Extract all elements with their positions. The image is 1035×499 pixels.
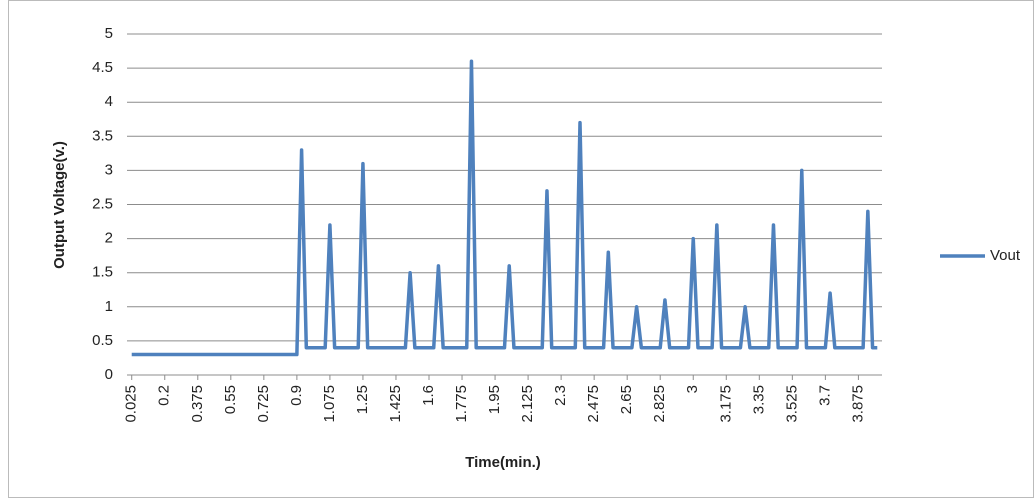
y-tick-label: 3 — [105, 161, 113, 178]
x-tick-label: 3.35 — [750, 385, 767, 414]
x-tick-label: 2.825 — [651, 385, 668, 423]
x-tick-label: 1.25 — [354, 385, 371, 414]
legend-label: Vout — [990, 247, 1021, 264]
y-tick-label: 0 — [105, 366, 113, 383]
data-line — [131, 59, 878, 357]
y-tick-label: 1 — [105, 298, 113, 315]
x-tick-label: 0.025 — [123, 385, 140, 423]
x-tick-label: 0.2 — [156, 385, 173, 406]
y-tick-label: 4.5 — [92, 59, 113, 76]
x-tick-label: 2.3 — [552, 385, 569, 406]
x-tick-label: 2.475 — [585, 385, 602, 423]
x-tick-label: 3.525 — [783, 385, 800, 423]
x-tick-label: 3.875 — [849, 385, 866, 423]
x-tick-label: 3.175 — [717, 385, 734, 423]
y-tick-label: 2 — [105, 230, 113, 247]
x-tick-label: 0.375 — [189, 385, 206, 423]
y-tick-label: 3.5 — [92, 127, 113, 144]
x-tick-label: 1.075 — [321, 385, 338, 423]
x-tick-label: 1.95 — [486, 385, 503, 414]
y-tick-label: 0.5 — [92, 332, 113, 349]
x-tick-label: 2.65 — [618, 385, 635, 414]
y-tick-label: 2.5 — [92, 195, 113, 212]
x-tick-label: 1.775 — [453, 385, 470, 423]
chart-frame — [8, 0, 1034, 498]
x-axis-title: Time(min.) — [465, 454, 541, 471]
x-tick-label: 3 — [684, 385, 701, 393]
y-axis-title: Output Voltage(v.) — [51, 141, 68, 269]
y-tick-label: 1.5 — [92, 264, 113, 281]
x-tick-label: 0.9 — [288, 385, 305, 406]
y-tick-label: 4 — [105, 93, 113, 110]
x-tick-label: 0.55 — [222, 385, 239, 414]
x-tick-label: 1.6 — [420, 385, 437, 406]
x-tick-label: 3.7 — [816, 385, 833, 406]
y-tick-label: 5 — [105, 25, 113, 42]
x-tick-label: 2.125 — [519, 385, 536, 423]
x-tick-label: 1.425 — [387, 385, 404, 423]
x-tick-label: 0.725 — [255, 385, 272, 423]
